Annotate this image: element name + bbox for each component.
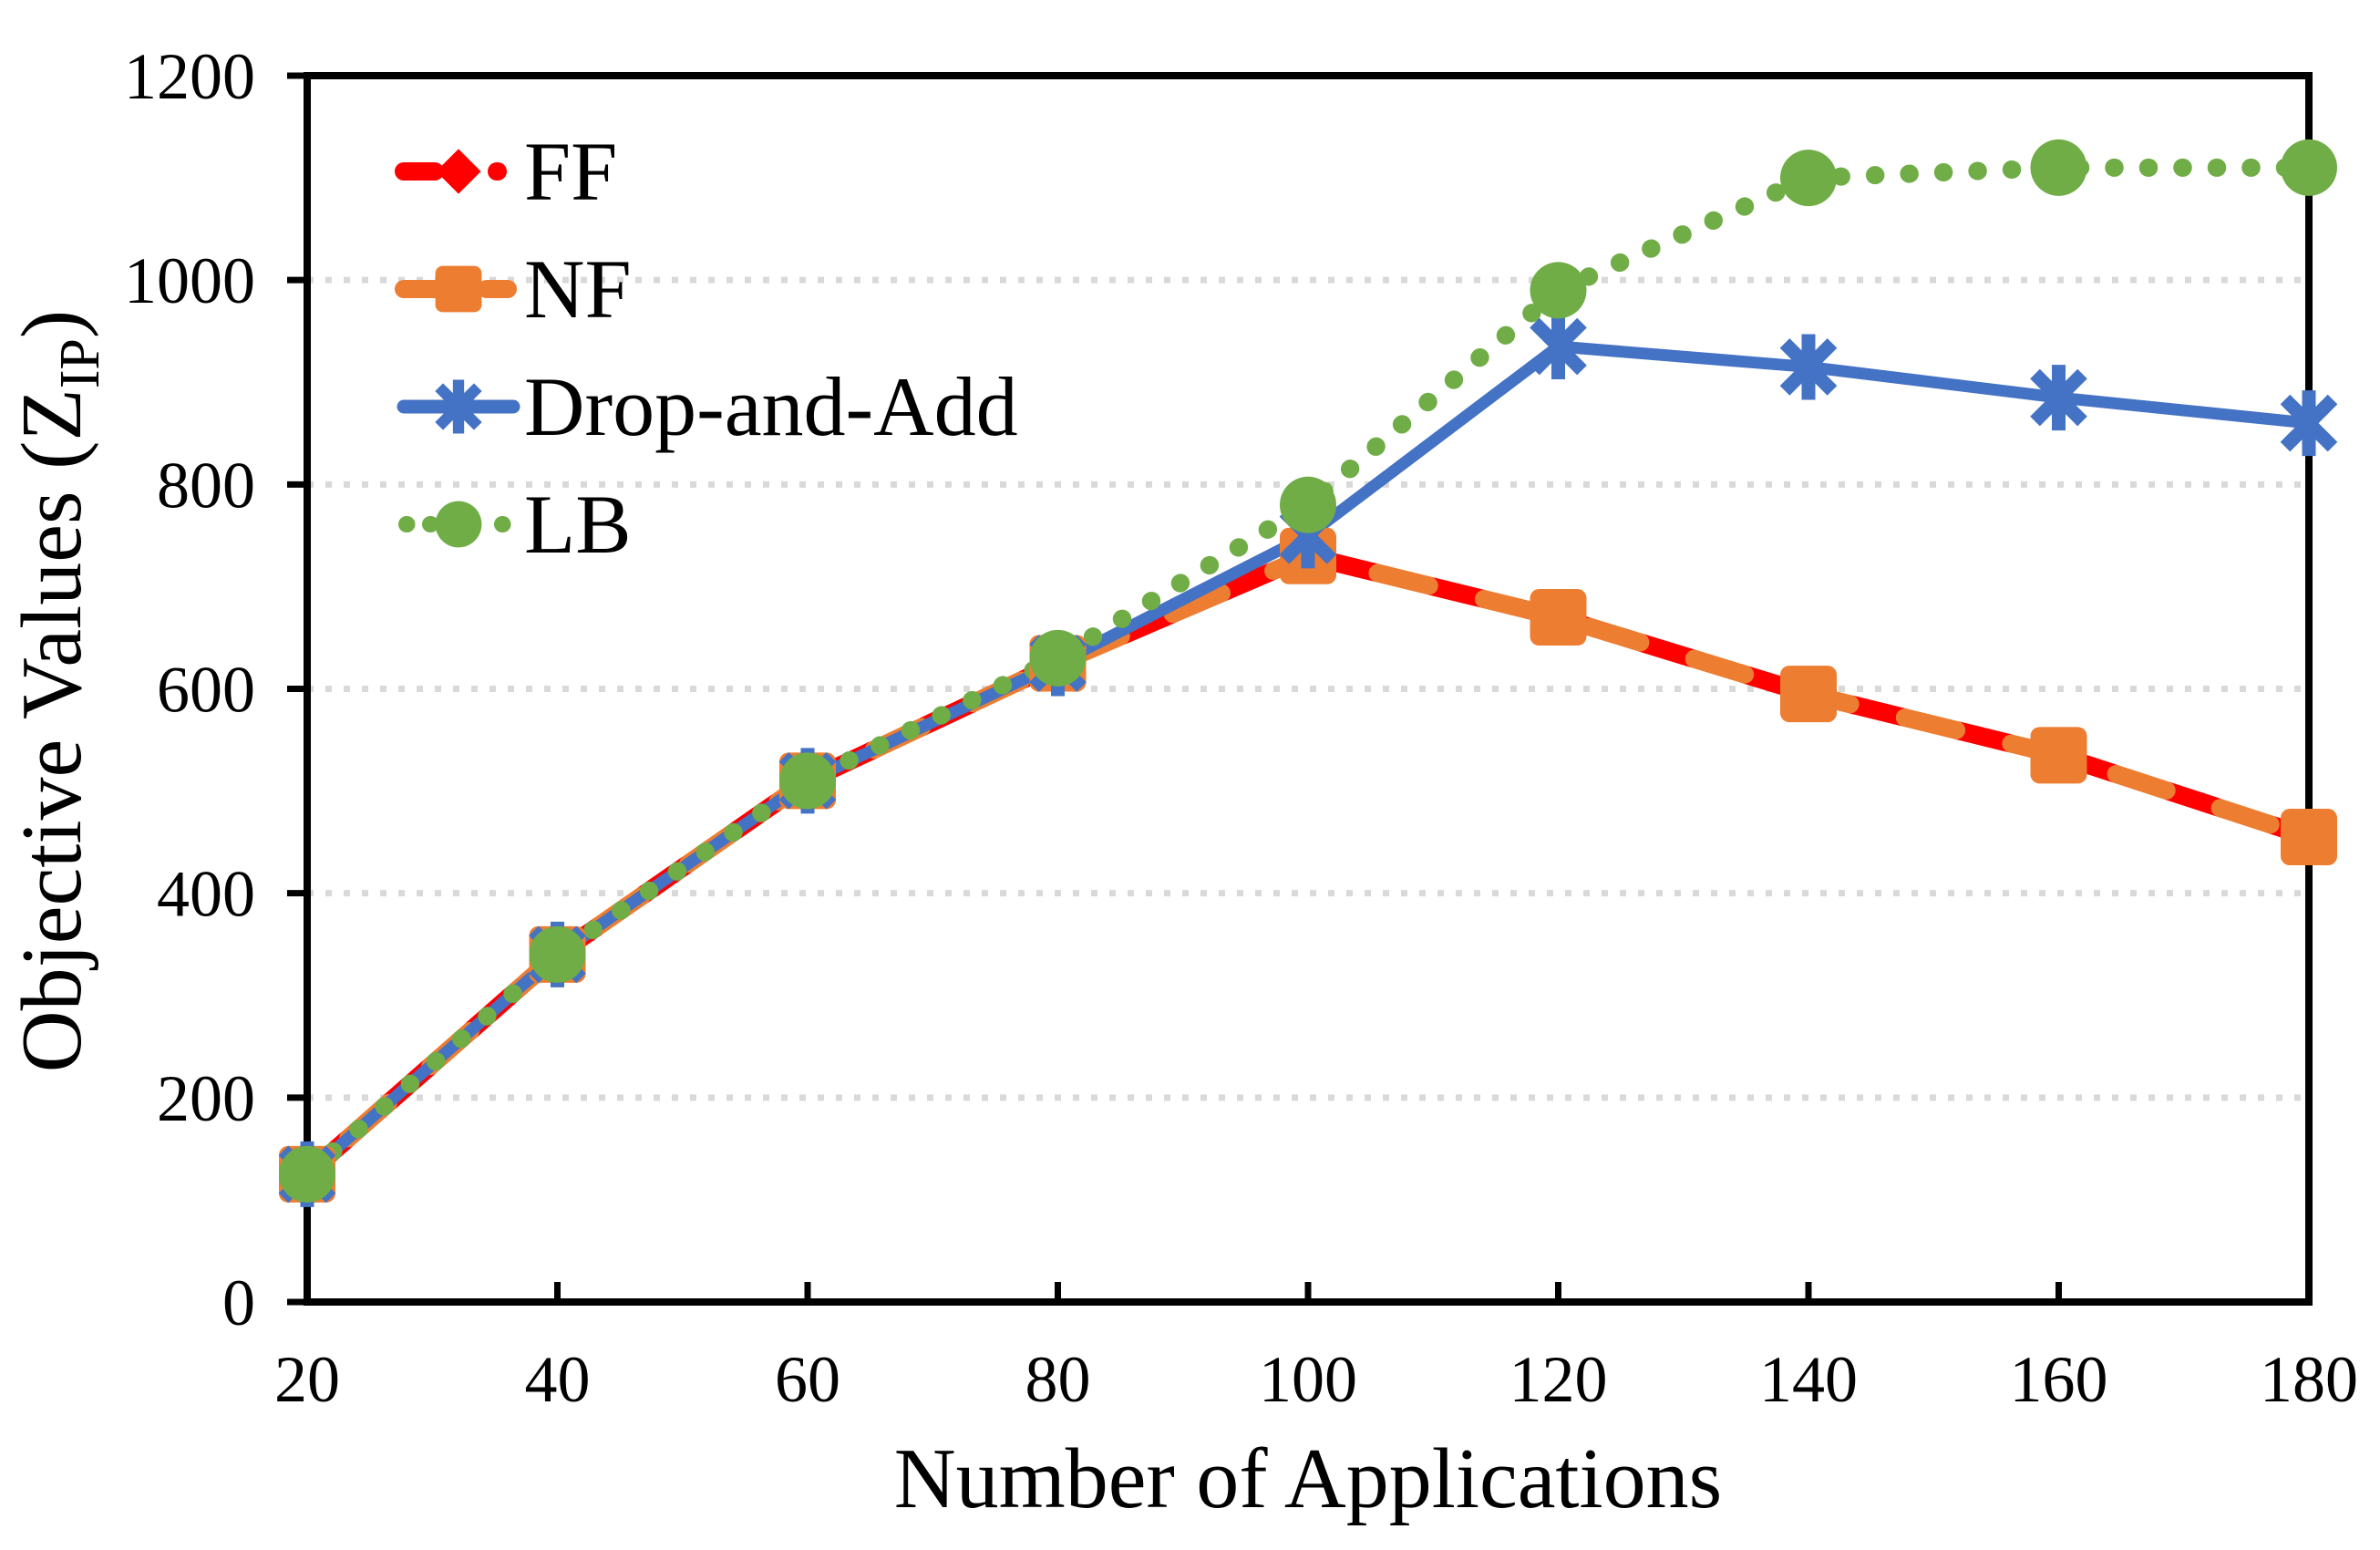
x-tick-labels: 20 40 60 80 100 120 140 160 180 — [274, 1343, 2358, 1416]
legend-label-lb: LB — [524, 478, 632, 571]
y-tick-label-1200: 1200 — [124, 40, 255, 113]
plot-border — [304, 72, 2313, 1306]
x-axis-title: Number of Applications — [894, 1431, 1723, 1526]
legend-label-drop-and-add: Drop-and-Add — [524, 360, 1018, 453]
marker-lb-x100 — [1280, 476, 1336, 533]
line-nf — [298, 546, 2318, 1183]
legend-label-nf: NF — [524, 243, 632, 336]
y-tick-label-1000: 1000 — [124, 244, 255, 317]
legend-item-nf: NF — [395, 243, 632, 336]
marker-lb-x20 — [279, 1145, 335, 1203]
marker-drop-and-add-x140 — [1779, 338, 1838, 396]
legend-item-lb: LB — [398, 478, 632, 571]
marker-lb-x40 — [529, 925, 586, 983]
legend-marker-circle — [435, 501, 482, 548]
line-ff — [298, 546, 2318, 1183]
marker-drop-and-add-x160 — [2030, 368, 2087, 427]
y-tick-label-200: 200 — [157, 1062, 255, 1135]
y-tick-labels: 0 200 400 600 800 1000 1200 — [124, 40, 255, 1339]
x-tick-label-20: 20 — [274, 1343, 340, 1416]
legend-marker-square — [435, 265, 482, 313]
line-drop-and-add — [301, 340, 2315, 1181]
marker-lb-x160 — [2030, 139, 2087, 196]
line-lb — [298, 158, 2318, 1183]
x-tick-label-80: 80 — [1025, 1343, 1091, 1416]
marker-lb-x80 — [1029, 629, 1087, 687]
marker-nf-x180 — [2281, 809, 2337, 866]
marker-drop-and-add-x120 — [1530, 317, 1587, 376]
y-tick-label-0: 0 — [222, 1266, 255, 1339]
y-tick-label-600: 600 — [157, 654, 255, 727]
x-tick-label-140: 140 — [1759, 1343, 1858, 1416]
marker-lb-x180 — [2281, 139, 2337, 196]
x-tick-label-100: 100 — [1259, 1343, 1357, 1416]
legend-item-drop-and-add: Drop-and-Add — [397, 360, 1018, 453]
y-axis-title-text: Objective Values (ZIP) — [5, 310, 111, 1072]
x-tick-label-60: 60 — [775, 1343, 840, 1416]
series-markers — [278, 139, 2338, 1207]
marker-lb-x60 — [779, 752, 836, 810]
marker-nf-x160 — [2030, 727, 2087, 784]
marker-lb-x120 — [1530, 262, 1587, 319]
x-tick-label-180: 180 — [2260, 1343, 2358, 1416]
x-tick-label-160: 160 — [2010, 1343, 2108, 1416]
marker-drop-and-add-x180 — [2280, 394, 2338, 452]
legend-label-ff: FF — [524, 125, 617, 218]
marker-nf-x140 — [1780, 666, 1837, 723]
legend-item-ff: FF — [395, 125, 617, 218]
marker-nf-x120 — [1530, 589, 1587, 646]
y-tick-label-400: 400 — [157, 858, 255, 931]
legend-marker-asterisk — [435, 383, 482, 430]
y-axis-title: Objective Values (ZIP) — [5, 310, 111, 1072]
x-tick-label-120: 120 — [1509, 1343, 1608, 1416]
x-tick-label-40: 40 — [525, 1343, 591, 1416]
marker-lb-x140 — [1780, 150, 1837, 207]
legend-marker-diamond — [436, 149, 481, 194]
legend: FF NF Drop-and-Add LB — [395, 125, 1018, 571]
y-tick-label-800: 800 — [157, 449, 255, 522]
